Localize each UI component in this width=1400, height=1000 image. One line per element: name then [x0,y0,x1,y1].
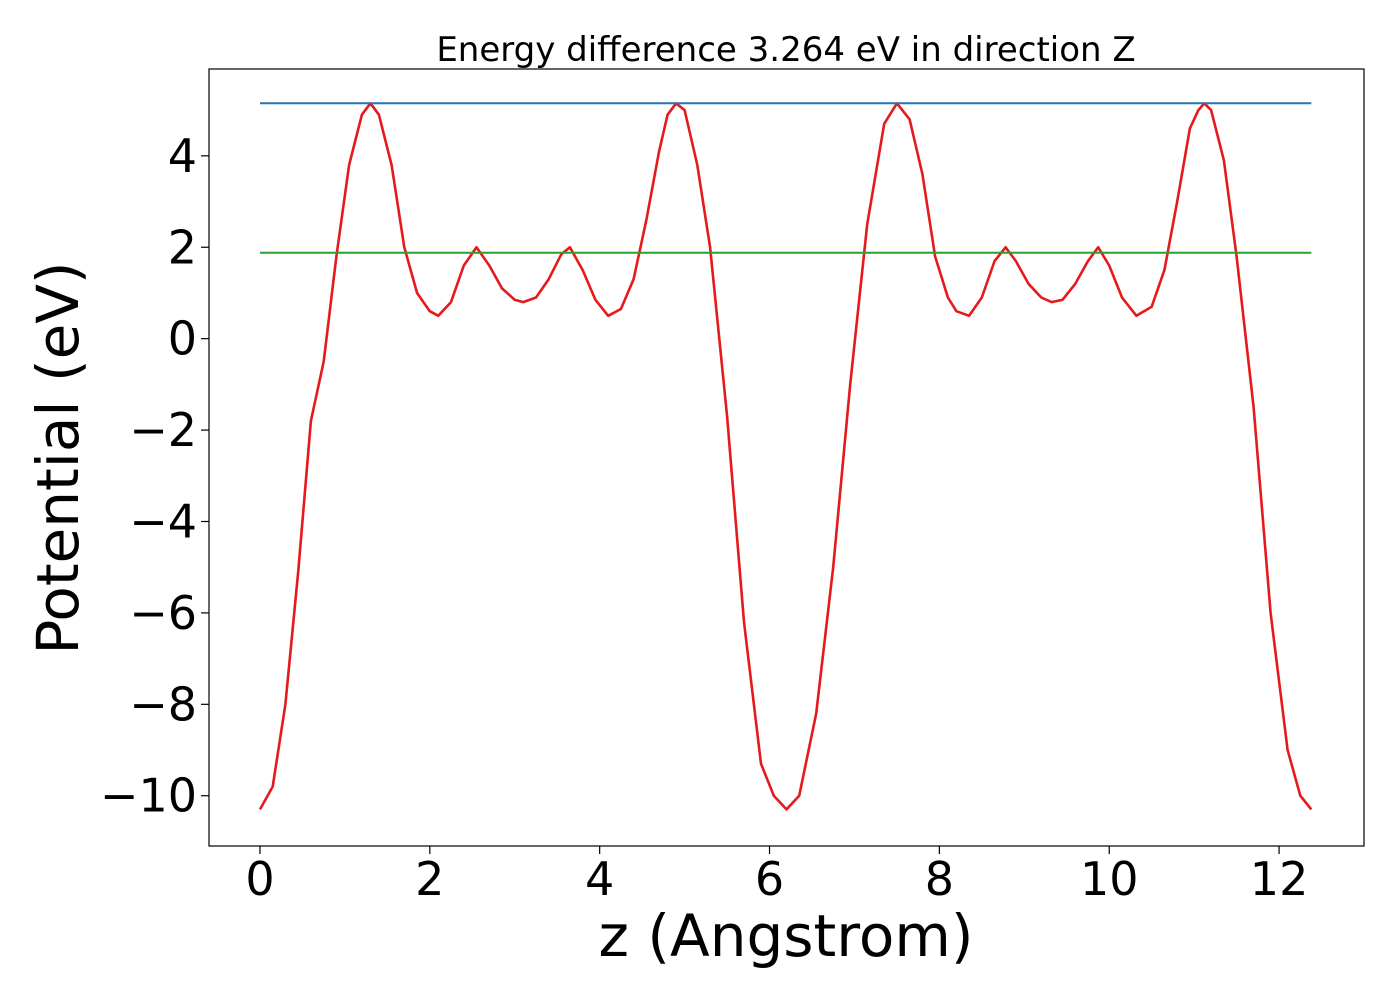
y-tick-label: 2 [168,220,197,274]
y-tick-label: 0 [168,312,197,366]
x-tick-label: 4 [585,852,614,906]
y-tick-label: −6 [129,586,197,640]
x-tick-label: 0 [245,852,274,906]
x-tick-label: 2 [415,852,444,906]
y-axis-ticks: −10 −8 −6 −4 −2 0 2 4 [100,129,209,823]
y-tick-label: −2 [129,403,197,457]
x-tick-label: 8 [925,852,954,906]
plot-lines [258,102,1313,811]
y-tick-label: −4 [129,494,197,548]
y-tick-label: −10 [100,769,197,823]
potential-curve [258,102,1313,811]
chart-title: Energy difference 3.264 eV in direction … [436,30,1135,70]
y-tick-label: −8 [129,677,197,731]
plot-frame [208,68,1365,847]
x-axis-label: z (Angstrom) [599,902,974,970]
x-tick-label: 6 [755,852,784,906]
y-tick-label: 4 [168,129,197,183]
x-axis-ticks: 0 2 4 6 8 10 12 [245,846,1308,906]
x-tick-label: 12 [1250,852,1309,906]
x-tick-label: 10 [1080,852,1139,906]
y-axis-label: Potential (eV) [24,261,92,654]
